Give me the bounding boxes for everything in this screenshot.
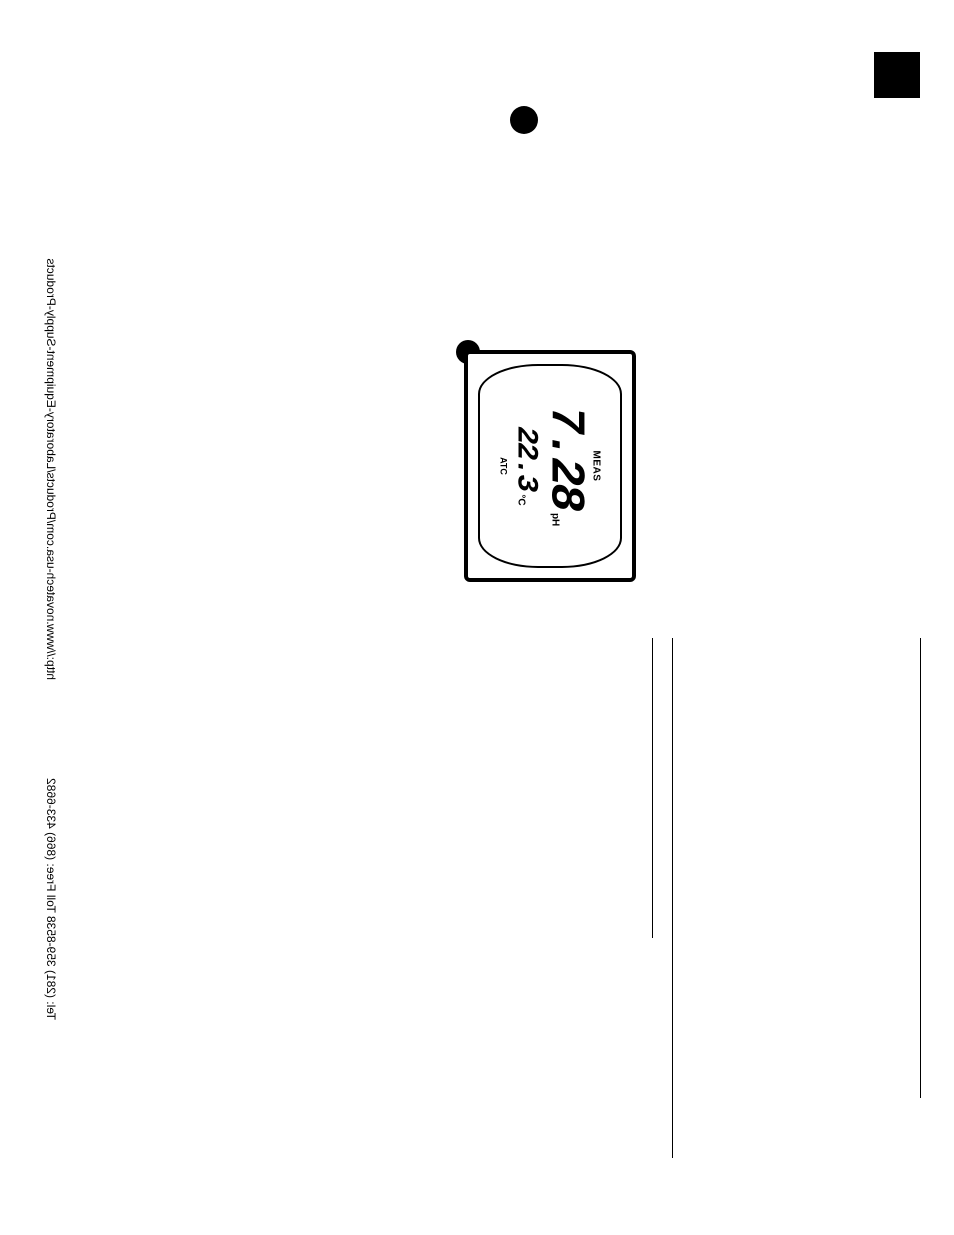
lcd-primary-value: 7.28 [541,406,589,509]
column-rule [652,638,653,938]
lcd-primary-unit: pH [550,513,560,526]
manual-page: http://www.novatech-usa.com/Products/Lab… [0,0,954,1235]
lcd-secondary-unit: °C [516,494,526,505]
column-rule [672,638,673,1158]
lcd-screen-outline: MEAS 7.28 pH 22.3 °C ATC [478,364,622,568]
lcd-secondary-value: 22.3 [511,426,541,490]
page-corner-marker [874,52,920,98]
side-phone-text: Tel: (281) 359-8538 Toll Free: (866) 433… [44,740,58,1020]
side-url-text: http://www.novatech-usa.com/Products/Lab… [44,200,58,680]
lcd-secondary-row: 22.3 °C [511,371,541,561]
step-bullet-icon [510,106,538,134]
lcd-mode-label: MEAS [591,371,602,561]
lcd-atc-label: ATC [499,371,509,561]
column-rule [920,638,921,1098]
lcd-primary-row: 7.28 pH [541,371,589,561]
meter-lcd-figure: MEAS 7.28 pH 22.3 °C ATC [464,350,636,582]
lcd-content: MEAS 7.28 pH 22.3 °C ATC [499,371,602,561]
